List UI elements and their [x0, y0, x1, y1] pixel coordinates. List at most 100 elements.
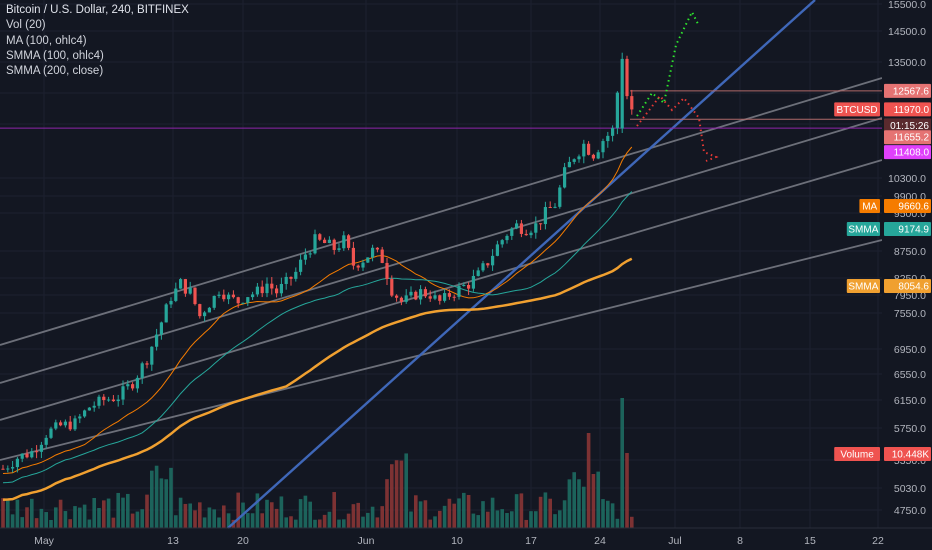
volume-bar: [294, 519, 298, 528]
time-tick-label: 15: [804, 535, 816, 547]
candle: [30, 451, 34, 458]
legend-smma-200[interactable]: SMMA (200, close): [6, 65, 104, 78]
ma-line: [2, 146, 633, 474]
volume-bar: [159, 478, 164, 528]
candle: [515, 223, 519, 229]
candle: [318, 234, 322, 240]
volume-bar: [462, 492, 466, 528]
candle: [558, 187, 562, 207]
candle: [44, 437, 48, 445]
volume-bar: [327, 511, 332, 528]
volume-bar: [433, 516, 437, 528]
volume-bar: [534, 511, 538, 528]
candle: [222, 294, 226, 300]
volume-bar: [409, 511, 413, 528]
candle: [231, 294, 235, 298]
trend-drawings[interactable]: [0, 0, 883, 529]
candle: [289, 276, 293, 279]
volume-bar: [265, 499, 269, 528]
price-tick-label: 5750.0: [894, 423, 926, 435]
candle: [236, 297, 240, 304]
candle: [251, 294, 255, 298]
candle: [39, 444, 43, 452]
level-12567-tag-bg: [884, 83, 931, 98]
volume-bar: [25, 507, 29, 528]
candle: [423, 289, 427, 297]
volume-bar: [418, 501, 423, 528]
volume-bar: [610, 503, 615, 528]
candle: [284, 276, 288, 284]
legend-ma[interactable]: MA (100, ohlc4): [6, 34, 87, 47]
candle: [366, 257, 370, 263]
volume-bar: [322, 514, 327, 528]
volume-bar: [106, 498, 111, 528]
volume-bar: [303, 495, 308, 528]
candle: [596, 152, 600, 159]
candle: [380, 249, 384, 263]
candle: [25, 453, 29, 458]
candle: [11, 467, 15, 469]
volume-bar: [270, 502, 274, 528]
candle: [179, 279, 183, 289]
candle: [534, 223, 538, 233]
time-tick-label: 13: [167, 535, 179, 547]
volume-bar: [404, 453, 408, 528]
candle: [188, 287, 192, 294]
price-tick-label: 7550.0: [894, 308, 926, 320]
volume-bar: [625, 453, 629, 528]
candle: [246, 297, 250, 303]
time-axis[interactable]: May 13 20 Jun 10 17 24 Jul 8 15 22: [0, 527, 932, 547]
volume-bar: [126, 493, 130, 528]
volume-bar: [394, 460, 399, 528]
candle: [471, 275, 475, 289]
candle: [164, 304, 168, 323]
candle: [601, 141, 605, 153]
level-11655-tag-bg: [884, 130, 931, 145]
price-tick-label: 4750.0: [894, 505, 926, 517]
candle: [255, 286, 259, 295]
candle: [572, 159, 576, 162]
legend-smma-100[interactable]: SMMA (100, ohlc4): [6, 49, 104, 62]
candle: [351, 247, 355, 266]
candle: [529, 232, 533, 236]
candle: [577, 156, 581, 160]
candle: [428, 296, 432, 299]
level-11408-tag-value: 11408.0: [894, 148, 930, 159]
smma100-tag-tag-label: SMMA: [848, 225, 878, 236]
candle: [457, 286, 461, 297]
candle: [476, 270, 480, 276]
time-tick-label: May: [34, 535, 55, 547]
volume-bar: [351, 504, 356, 528]
volume-bar: [524, 519, 528, 528]
candle: [323, 239, 327, 244]
volume-bar: [78, 507, 82, 528]
volume-bar: [385, 479, 389, 528]
volume-bar: [476, 515, 480, 528]
volume-tag-tag-label-bg: [834, 447, 880, 461]
price-tick-label: 6950.0: [894, 344, 926, 356]
price-tick-label: 15500.0: [888, 0, 926, 11]
channel-line: [0, 239, 883, 461]
candle: [385, 262, 389, 280]
candle: [347, 235, 351, 248]
candle: [299, 259, 303, 272]
candle: [371, 247, 375, 258]
volume-bar: [87, 519, 92, 528]
time-tick-label: 10: [451, 535, 463, 547]
volume-bar: [164, 479, 168, 528]
legend-volume[interactable]: Vol (20): [6, 19, 46, 32]
price-tick-label: 10300.0: [888, 173, 926, 185]
candle: [356, 265, 360, 268]
volume-tag-tag-value: 10.448K: [892, 450, 930, 461]
volume-bar: [217, 517, 221, 528]
volume-bar: [183, 503, 188, 528]
volume-bar: [202, 517, 207, 528]
volume-bar: [514, 494, 519, 528]
volume-bar: [538, 496, 543, 528]
candle: [135, 377, 139, 389]
candlesticks: [1, 52, 634, 473]
volume-bar: [298, 499, 303, 528]
volume-bar: [212, 509, 216, 528]
